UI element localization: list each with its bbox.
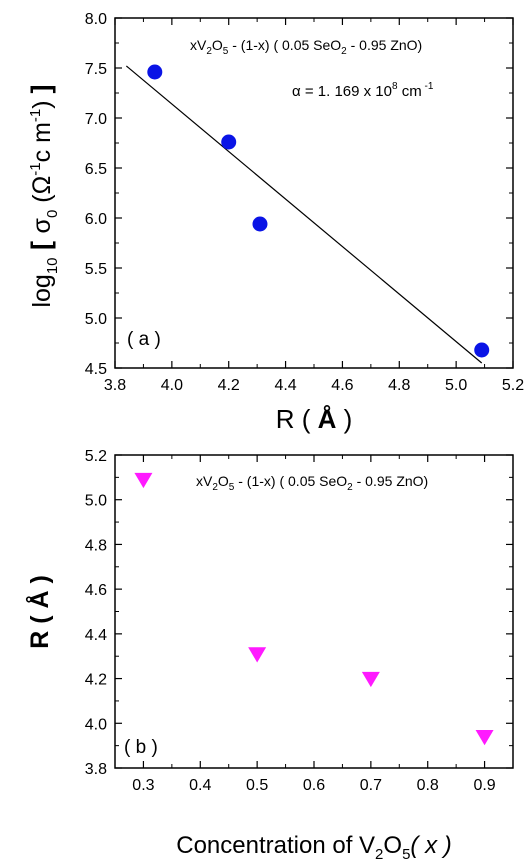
data-point [134, 472, 153, 489]
comp-tail: - 0.95 ZnO) [347, 37, 422, 53]
b-xlabel-o: O [383, 832, 402, 859]
x-tick-label: 5.0 [445, 377, 467, 394]
b-xlabel-sub1: 2 [375, 846, 383, 863]
y-tick-label: 4.4 [85, 627, 107, 644]
x-tick-label: 0.3 [132, 777, 154, 794]
alpha-post-sup: -1 [422, 81, 434, 92]
y-tick-label: 5.0 [85, 311, 107, 328]
panel-b-x-axis-label: Concentration of V2O5( x ) [176, 832, 451, 863]
y-tick-label: 7.5 [85, 61, 107, 78]
y-tick-label: 4.5 [85, 361, 107, 378]
alpha-post: cm [398, 83, 422, 100]
panel-b-data-points [134, 472, 494, 746]
linear-fit-line [125, 65, 483, 364]
data-point [474, 342, 490, 358]
a-ylabel-cm: c m [28, 122, 56, 162]
b-comp-base: xV [196, 473, 213, 489]
panel-a-composition-text: xV2O5 - (1-x) ( 0.05 SeO2 - 0.95 ZnO) [190, 37, 422, 57]
x-tick-label: 4.4 [274, 377, 296, 394]
panel-b-label: ( b ) [124, 737, 158, 758]
a-ylabel-bracket-close: ] [26, 84, 56, 93]
comp-sub1: 2 [206, 46, 212, 57]
panel-b-ticks: 0.3 0.4 0.5 0.6 0.7 0.8 0.9 3.8 4.0 4.2 4.4 4.6 4.8 5… [85, 448, 513, 794]
b-xlabel-sub2: 5 [402, 846, 410, 863]
b-xlabel-paren: ( x ) [410, 832, 451, 859]
y-tick-label: 6.0 [85, 211, 107, 228]
a-ylabel-cm-sup: -1 [27, 109, 44, 122]
panel-a-ticks: 3.8 4.0 4.2 4.4 4.6 4.8 5.0 5.2 4.5 5.0 5.5 6.0 6.5 7… [85, 11, 524, 394]
panel-a-alpha-text: α = 1. 169 x 108 cm -1 [292, 81, 434, 100]
y-tick-label: 5.5 [85, 261, 107, 278]
x-tick-label: 0.5 [246, 777, 268, 794]
panel-a-fit-line [125, 65, 483, 364]
x-tick-label: 0.6 [303, 777, 325, 794]
data-point [248, 647, 267, 663]
a-ylabel-bracket-open: [ [26, 233, 56, 257]
data-point [252, 216, 268, 232]
y-tick-label: 5.0 [85, 493, 107, 510]
b-comp-tail: - 0.95 ZnO) [353, 473, 428, 489]
alpha-sup: 8 [392, 81, 398, 92]
y-tick-label: 8.0 [85, 11, 107, 28]
x-tick-label: 0.8 [417, 777, 439, 794]
y-tick-label: 4.8 [85, 537, 107, 554]
y-tick-label: 4.2 [85, 672, 107, 689]
comp-sub2: 5 [223, 46, 229, 57]
comp-base: xV [190, 37, 207, 53]
comp-o: O [212, 37, 223, 53]
data-point [361, 671, 380, 688]
a-ylabel-sigma: σ [28, 217, 56, 233]
comp-mid: - (1-x) ( 0.05 SeO [228, 37, 341, 53]
y-tick-label: 4.0 [85, 716, 107, 733]
panel-a-label: ( a ) [127, 329, 161, 350]
panel-a-plot-frame [114, 17, 514, 369]
x-tick-label: 4.6 [331, 377, 353, 394]
b-comp-o: O [218, 473, 229, 489]
panel-b-chart: 0.3 0.4 0.5 0.6 0.7 0.8 0.9 3.8 4.0 4.2 4.4 4.6 4.8 5… [25, 448, 514, 863]
x-tick-label: 4.2 [218, 377, 240, 394]
x-tick-label: 5.2 [502, 377, 524, 394]
a-ylabel-log: log [28, 274, 56, 307]
b-comp-sub1: 2 [212, 482, 218, 493]
x-tick-label: 4.8 [388, 377, 410, 394]
panel-a-x-axis-label: R ( Å ) [276, 404, 353, 434]
a-ylabel-paren-open: ( [28, 194, 56, 210]
a-ylabel-omega-sup: -1 [27, 162, 44, 175]
data-point [147, 64, 163, 80]
alpha-pre: α = 1. 169 x 10 [292, 83, 392, 100]
b-comp-sub3: 2 [347, 482, 353, 493]
y-tick-label: 3.8 [85, 761, 107, 778]
a-xlabel-unit: Å [318, 404, 337, 434]
b-comp-sub2: 5 [229, 482, 235, 493]
panel-b-y-axis-label: R ( Å ) [25, 575, 54, 649]
x-tick-label: 4.0 [161, 377, 183, 394]
y-tick-label: 7.0 [85, 111, 107, 128]
b-xlabel-main: Concentration of V [176, 832, 375, 859]
panel-a-data-points [147, 64, 490, 358]
x-tick-label: 0.7 [360, 777, 382, 794]
data-point [475, 729, 494, 746]
x-tick-label: 3.8 [104, 377, 126, 394]
panel-b-composition-text: xV2O5 - (1-x) ( 0.05 SeO2 - 0.95 ZnO) [196, 473, 428, 493]
y-tick-label: 5.2 [85, 448, 107, 465]
a-ylabel-sigma-sub: 0 [44, 210, 61, 218]
comp-sub3: 2 [341, 46, 347, 57]
a-xlabel-unit-close: ) [336, 404, 352, 434]
a-ylabel-paren-close: ) [28, 93, 56, 108]
a-xlabel-unit-open: ( [295, 404, 318, 434]
a-xlabel-main: R [276, 404, 295, 434]
a-ylabel-omega: Ω [28, 176, 56, 195]
panel-a-y-axis-label: log10 [ σ0 (Ω-1c m-1) ] [26, 84, 61, 307]
x-tick-label: 0.9 [473, 777, 495, 794]
data-point [221, 134, 237, 150]
x-tick-label: 0.4 [189, 777, 211, 794]
panel-b-plot-frame [114, 454, 514, 769]
a-ylabel-log-sub: 10 [44, 257, 61, 274]
panel-a-chart: 3.8 4.0 4.2 4.4 4.6 4.8 5.0 5.2 4.5 5.0 5.5 6.0 6.5 7… [26, 11, 524, 434]
y-tick-label: 4.6 [85, 582, 107, 599]
b-comp-mid: - (1-x) ( 0.05 SeO [234, 473, 347, 489]
y-tick-label: 6.5 [85, 161, 107, 178]
